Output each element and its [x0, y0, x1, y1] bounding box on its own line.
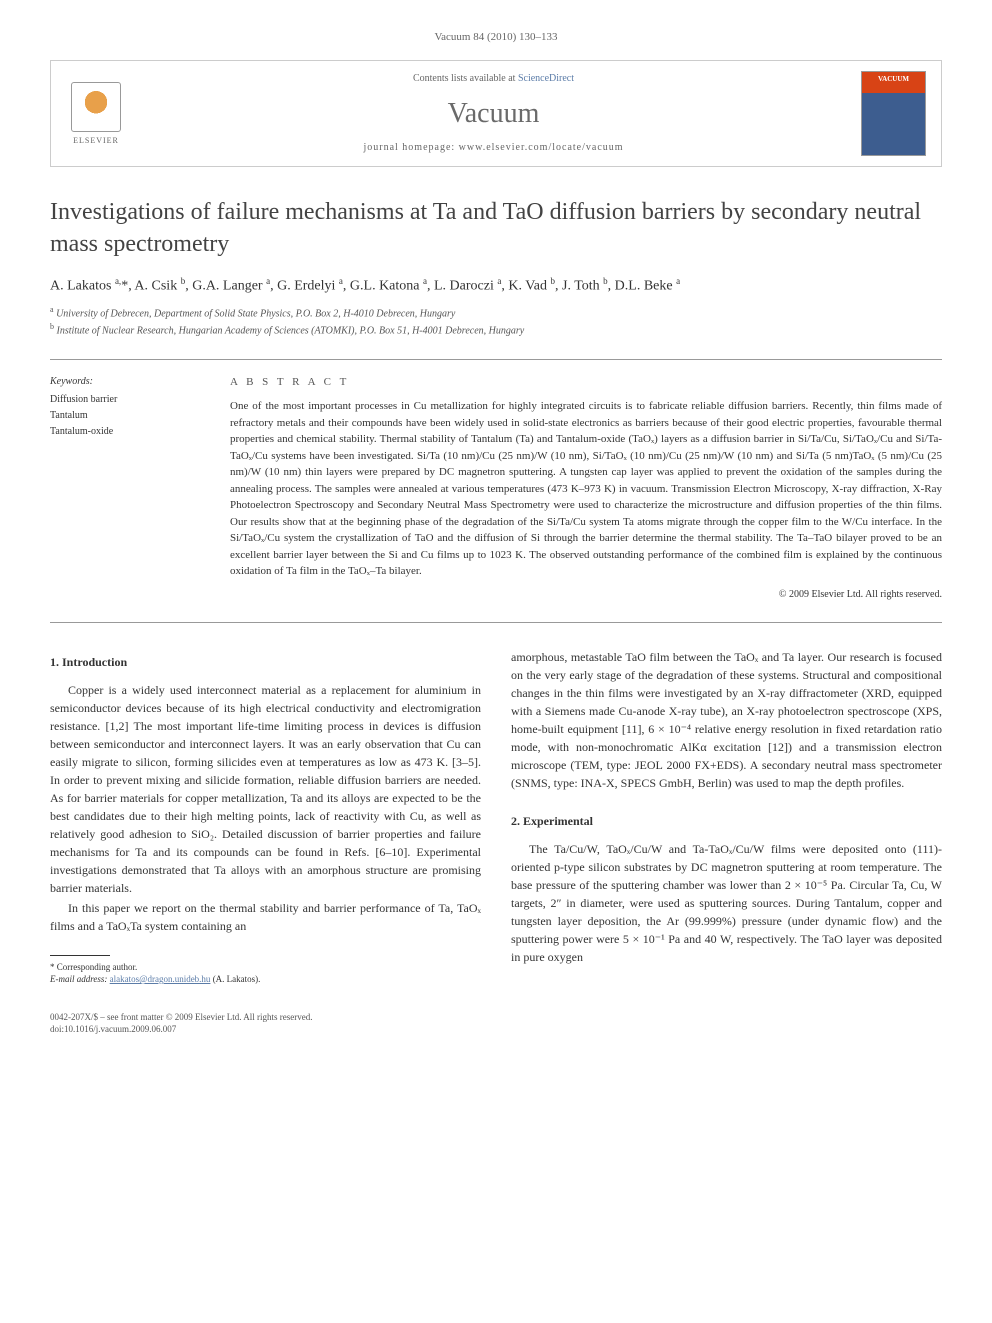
abstract-column: A B S T R A C T One of the most importan… [230, 375, 942, 602]
page-container: Vacuum 84 (2010) 130–133 ELSEVIER Conten… [0, 0, 992, 1066]
contents-line: Contents lists available at ScienceDirec… [126, 72, 861, 86]
keyword-item: Diffusion barrier [50, 392, 200, 408]
affiliations: a University of Debrecen, Department of … [50, 304, 942, 339]
keyword-item: Tantalum [50, 408, 200, 424]
affiliation-a: a University of Debrecen, Department of … [50, 304, 942, 321]
email-author-name: (A. Lakatos). [210, 974, 260, 984]
intro-paragraph-2: In this paper we report on the thermal s… [50, 899, 481, 935]
email-link[interactable]: alakatos@dragon.unideb.hu [110, 974, 211, 984]
affiliation-b-text: Institute of Nuclear Research, Hungarian… [57, 326, 525, 337]
abstract-section: Keywords: Diffusion barrier Tantalum Tan… [50, 375, 942, 602]
journal-header-box: ELSEVIER Contents lists available at Sci… [50, 60, 942, 167]
email-line: E-mail address: alakatos@dragon.unideb.h… [50, 973, 481, 986]
abstract-copyright: © 2009 Elsevier Ltd. All rights reserved… [230, 588, 942, 602]
header-citation: Vacuum 84 (2010) 130–133 [50, 30, 942, 45]
header-center: Contents lists available at ScienceDirec… [126, 72, 861, 155]
section-1-heading: 1. Introduction [50, 653, 481, 671]
right-column: amorphous, metastable TaO film between t… [511, 648, 942, 1036]
journal-name: Vacuum [126, 94, 861, 133]
authors-list: A. Lakatos a,*, A. Csik b, G.A. Langer a… [50, 275, 942, 296]
footnote-block: * Corresponding author. E-mail address: … [50, 961, 481, 986]
left-column: 1. Introduction Copper is a widely used … [50, 648, 481, 1036]
contents-prefix: Contents lists available at [413, 73, 518, 84]
divider-top [50, 359, 942, 360]
elsevier-logo: ELSEVIER [66, 79, 126, 149]
sciencedirect-link[interactable]: ScienceDirect [518, 73, 574, 84]
publisher-name: ELSEVIER [73, 135, 119, 146]
body-two-column: 1. Introduction Copper is a widely used … [50, 648, 942, 1036]
footnote-separator [50, 955, 110, 956]
section-2-heading: 2. Experimental [511, 812, 942, 830]
affiliation-a-text: University of Debrecen, Department of So… [56, 308, 455, 319]
homepage-line: journal homepage: www.elsevier.com/locat… [126, 141, 861, 155]
footer-info: 0042-207X/$ – see front matter © 2009 El… [50, 1011, 481, 1036]
affiliation-b: b Institute of Nuclear Research, Hungari… [50, 321, 942, 338]
keywords-title: Keywords: [50, 375, 200, 389]
footer-doi: doi:10.1016/j.vacuum.2009.06.007 [50, 1023, 481, 1036]
abstract-heading: A B S T R A C T [230, 375, 942, 390]
homepage-prefix: journal homepage: [363, 142, 458, 153]
keyword-item: Tantalum-oxide [50, 424, 200, 440]
article-title: Investigations of failure mechanisms at … [50, 197, 942, 259]
intro-paragraph-1: Copper is a widely used interconnect mat… [50, 681, 481, 897]
intro-paragraph-3: amorphous, metastable TaO film between t… [511, 648, 942, 792]
email-label: E-mail address: [50, 974, 110, 984]
elsevier-tree-icon [71, 82, 121, 132]
cover-label: VACUUM [862, 75, 925, 85]
footer-line1: 0042-207X/$ – see front matter © 2009 El… [50, 1011, 481, 1024]
divider-bottom [50, 622, 942, 623]
corresponding-author: * Corresponding author. [50, 961, 481, 974]
homepage-url: www.elsevier.com/locate/vacuum [459, 142, 624, 153]
keywords-column: Keywords: Diffusion barrier Tantalum Tan… [50, 375, 200, 602]
experimental-paragraph-1: The Ta/Cu/W, TaOₓ/Cu/W and Ta-TaOₓ/Cu/W … [511, 840, 942, 966]
journal-cover-thumbnail: VACUUM [861, 71, 926, 156]
abstract-text: One of the most important processes in C… [230, 398, 942, 580]
